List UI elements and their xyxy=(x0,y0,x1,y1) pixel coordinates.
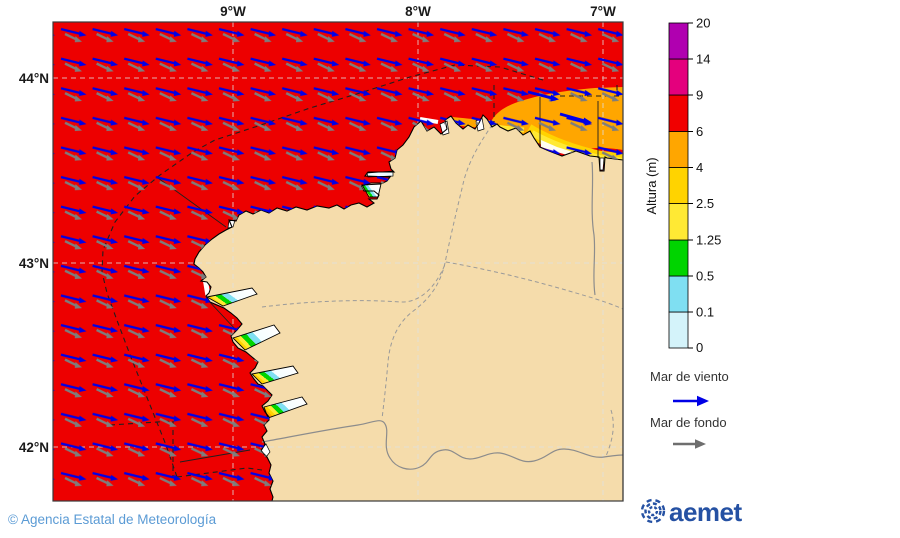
colorbar-title: Altura (m) xyxy=(644,157,659,214)
aemet-logo-text: aemet xyxy=(669,497,742,527)
colorbar-tick-label: 14 xyxy=(696,52,710,67)
colorbar-band xyxy=(668,311,689,349)
colorbar-bands xyxy=(668,22,689,349)
colorbar-band xyxy=(668,167,689,204)
lat-label-42n: 42°N xyxy=(19,440,49,455)
aemet-spiral-icon xyxy=(640,498,666,524)
wind-arrow-icon xyxy=(673,395,709,407)
aemet-logo: aemet xyxy=(640,497,743,527)
lon-label-8w: 8°W xyxy=(405,4,431,19)
colorbar: Altura (m) 0 0.1 0.5 1.25 2.5 4 6 xyxy=(644,16,721,356)
colorbar-band xyxy=(668,131,689,168)
copyright-text: © Agencia Estatal de Meteorología xyxy=(8,512,217,527)
map-frame xyxy=(52,21,624,502)
swell-label: Mar de fondo xyxy=(650,415,727,430)
colorbar-tick-labels: 0 0.1 0.5 1.25 2.5 4 6 9 14 20 xyxy=(696,16,721,356)
colorbar-band xyxy=(668,22,689,60)
colorbar-tick-label: 20 xyxy=(696,16,710,31)
lat-label-43n: 43°N xyxy=(19,256,49,271)
colorbar-ticks xyxy=(688,22,693,349)
arrow-legend: Mar de viento Mar de fondo xyxy=(650,369,729,449)
colorbar-tick-label: 6 xyxy=(696,124,703,139)
colorbar-tick-label: 4 xyxy=(696,160,703,175)
colorbar-tick-label: 9 xyxy=(696,88,703,103)
colorbar-tick-label: 0 xyxy=(696,340,703,355)
colorbar-band xyxy=(668,58,689,96)
colorbar-tick-label: 0.1 xyxy=(696,305,714,320)
colorbar-band xyxy=(668,239,689,277)
axis-labels: 9°W 8°W 7°W 44°N 43°N 42°N xyxy=(19,4,616,455)
wind-swell-arrow-field xyxy=(53,22,623,501)
lat-label-44n: 44°N xyxy=(19,71,49,86)
lon-label-7w: 7°W xyxy=(590,4,616,19)
colorbar-band xyxy=(668,203,689,241)
colorbar-tick-label: 1.25 xyxy=(696,233,721,248)
colorbar-tick-label: 2.5 xyxy=(696,196,714,211)
lon-label-9w: 9°W xyxy=(220,4,246,19)
colorbar-band xyxy=(668,94,689,132)
strong-wind-arrows xyxy=(527,90,592,125)
swell-arrow-icon xyxy=(673,439,706,449)
colorbar-band xyxy=(668,275,689,313)
colorbar-tick-label: 0.5 xyxy=(696,269,714,284)
wind-sea-label: Mar de viento xyxy=(650,369,729,384)
